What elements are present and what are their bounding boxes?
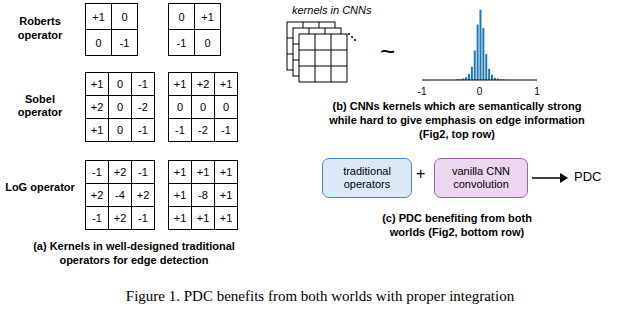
- html-text:-4: -4: [115, 189, 125, 201]
- html-text:-2: -2: [138, 101, 148, 113]
- html-text:-1: -1: [176, 36, 187, 49]
- html-text:(b) CNNs kernels which are sem: (b) CNNs kernels which are semantically …: [332, 100, 582, 112]
- html-text:(a) Kernels in well-designed t: (a) Kernels in well-designed traditional: [33, 240, 235, 252]
- html-text:-1: -1: [221, 124, 231, 136]
- html-text:operators for edge detection: operators for edge detection: [59, 253, 209, 266]
- html-text:-2: -2: [198, 124, 208, 136]
- html-text:vanilla CNN convolution: vanilla CNN convolution: [452, 164, 510, 190]
- svg-text:1: 1: [534, 86, 540, 97]
- html-text:-1: -1: [138, 124, 148, 136]
- html-text:0: 0: [178, 10, 185, 23]
- html-text:+1: +1: [219, 78, 233, 90]
- html-text:0: 0: [222, 101, 230, 113]
- html-text:-1: -1: [138, 78, 148, 90]
- html-text:0: 0: [199, 101, 207, 113]
- html-text:Roberts operator: Roberts operator: [17, 15, 63, 41]
- html-text:+1: +1: [90, 124, 104, 136]
- html-text:+1: +1: [173, 78, 187, 90]
- html-text:+1: +1: [196, 166, 210, 178]
- svg-text:0: 0: [477, 86, 483, 97]
- html-text:0: 0: [116, 124, 124, 136]
- html-text:+1: +1: [201, 10, 214, 23]
- html-text:while hard to give emphasis on: while hard to give emphasis on edge info…: [329, 113, 585, 126]
- html-text:-1: -1: [92, 166, 102, 178]
- html-text:0: 0: [121, 10, 128, 23]
- html-text:0: 0: [116, 101, 124, 113]
- html-text:+2: +2: [196, 78, 210, 90]
- html-text:-1: -1: [138, 166, 148, 178]
- html-text:PDC: PDC: [574, 169, 602, 184]
- html-text:+1: +1: [90, 78, 104, 90]
- svg-text:-1: -1: [418, 86, 427, 97]
- html-text:-1: -1: [138, 212, 148, 224]
- html-text:traditional operators: traditional operators: [343, 164, 391, 190]
- html-text:+1: +1: [173, 212, 187, 224]
- html-text:+1: +1: [173, 166, 187, 178]
- html-text:0: 0: [95, 36, 102, 49]
- html-text:-1: -1: [119, 36, 130, 49]
- html-text:Figure 1. PDC benefits from bo: Figure 1. PDC benefits from both worlds …: [125, 288, 515, 304]
- html-text:+1: +1: [92, 10, 105, 23]
- html-text:0: 0: [116, 78, 124, 90]
- html-text:LoG operator: LoG operator: [5, 180, 75, 193]
- html-text:(c) PDC benefiting from both: (c) PDC benefiting from both: [382, 212, 532, 224]
- html-text:(Fig2, top row): (Fig2, top row): [419, 127, 495, 140]
- html-text:0: 0: [176, 101, 184, 113]
- html-text:+2: +2: [136, 189, 150, 201]
- html-text:kernels in CNNs: kernels in CNNs: [292, 4, 372, 16]
- html-text:+2: +2: [113, 166, 127, 178]
- html-text:-1: -1: [92, 212, 102, 224]
- html-text:+1: +1: [196, 212, 210, 224]
- html-text:+1: +1: [219, 166, 233, 178]
- html-text:worlds (Fig2, bottom row): worlds (Fig2, bottom row): [389, 225, 525, 238]
- html-text:-8: -8: [198, 189, 208, 201]
- html-text:Sobel operator: Sobel operator: [17, 92, 63, 119]
- html-text:+2: +2: [113, 212, 127, 224]
- html-text:+1: +1: [219, 189, 233, 201]
- html-text:+2: +2: [90, 101, 104, 113]
- html-text:+1: +1: [219, 212, 233, 224]
- html-text:+2: +2: [90, 189, 104, 201]
- html-text:0: 0: [204, 36, 211, 49]
- html-text:-1: -1: [175, 124, 185, 136]
- html-text:+1: +1: [173, 189, 187, 201]
